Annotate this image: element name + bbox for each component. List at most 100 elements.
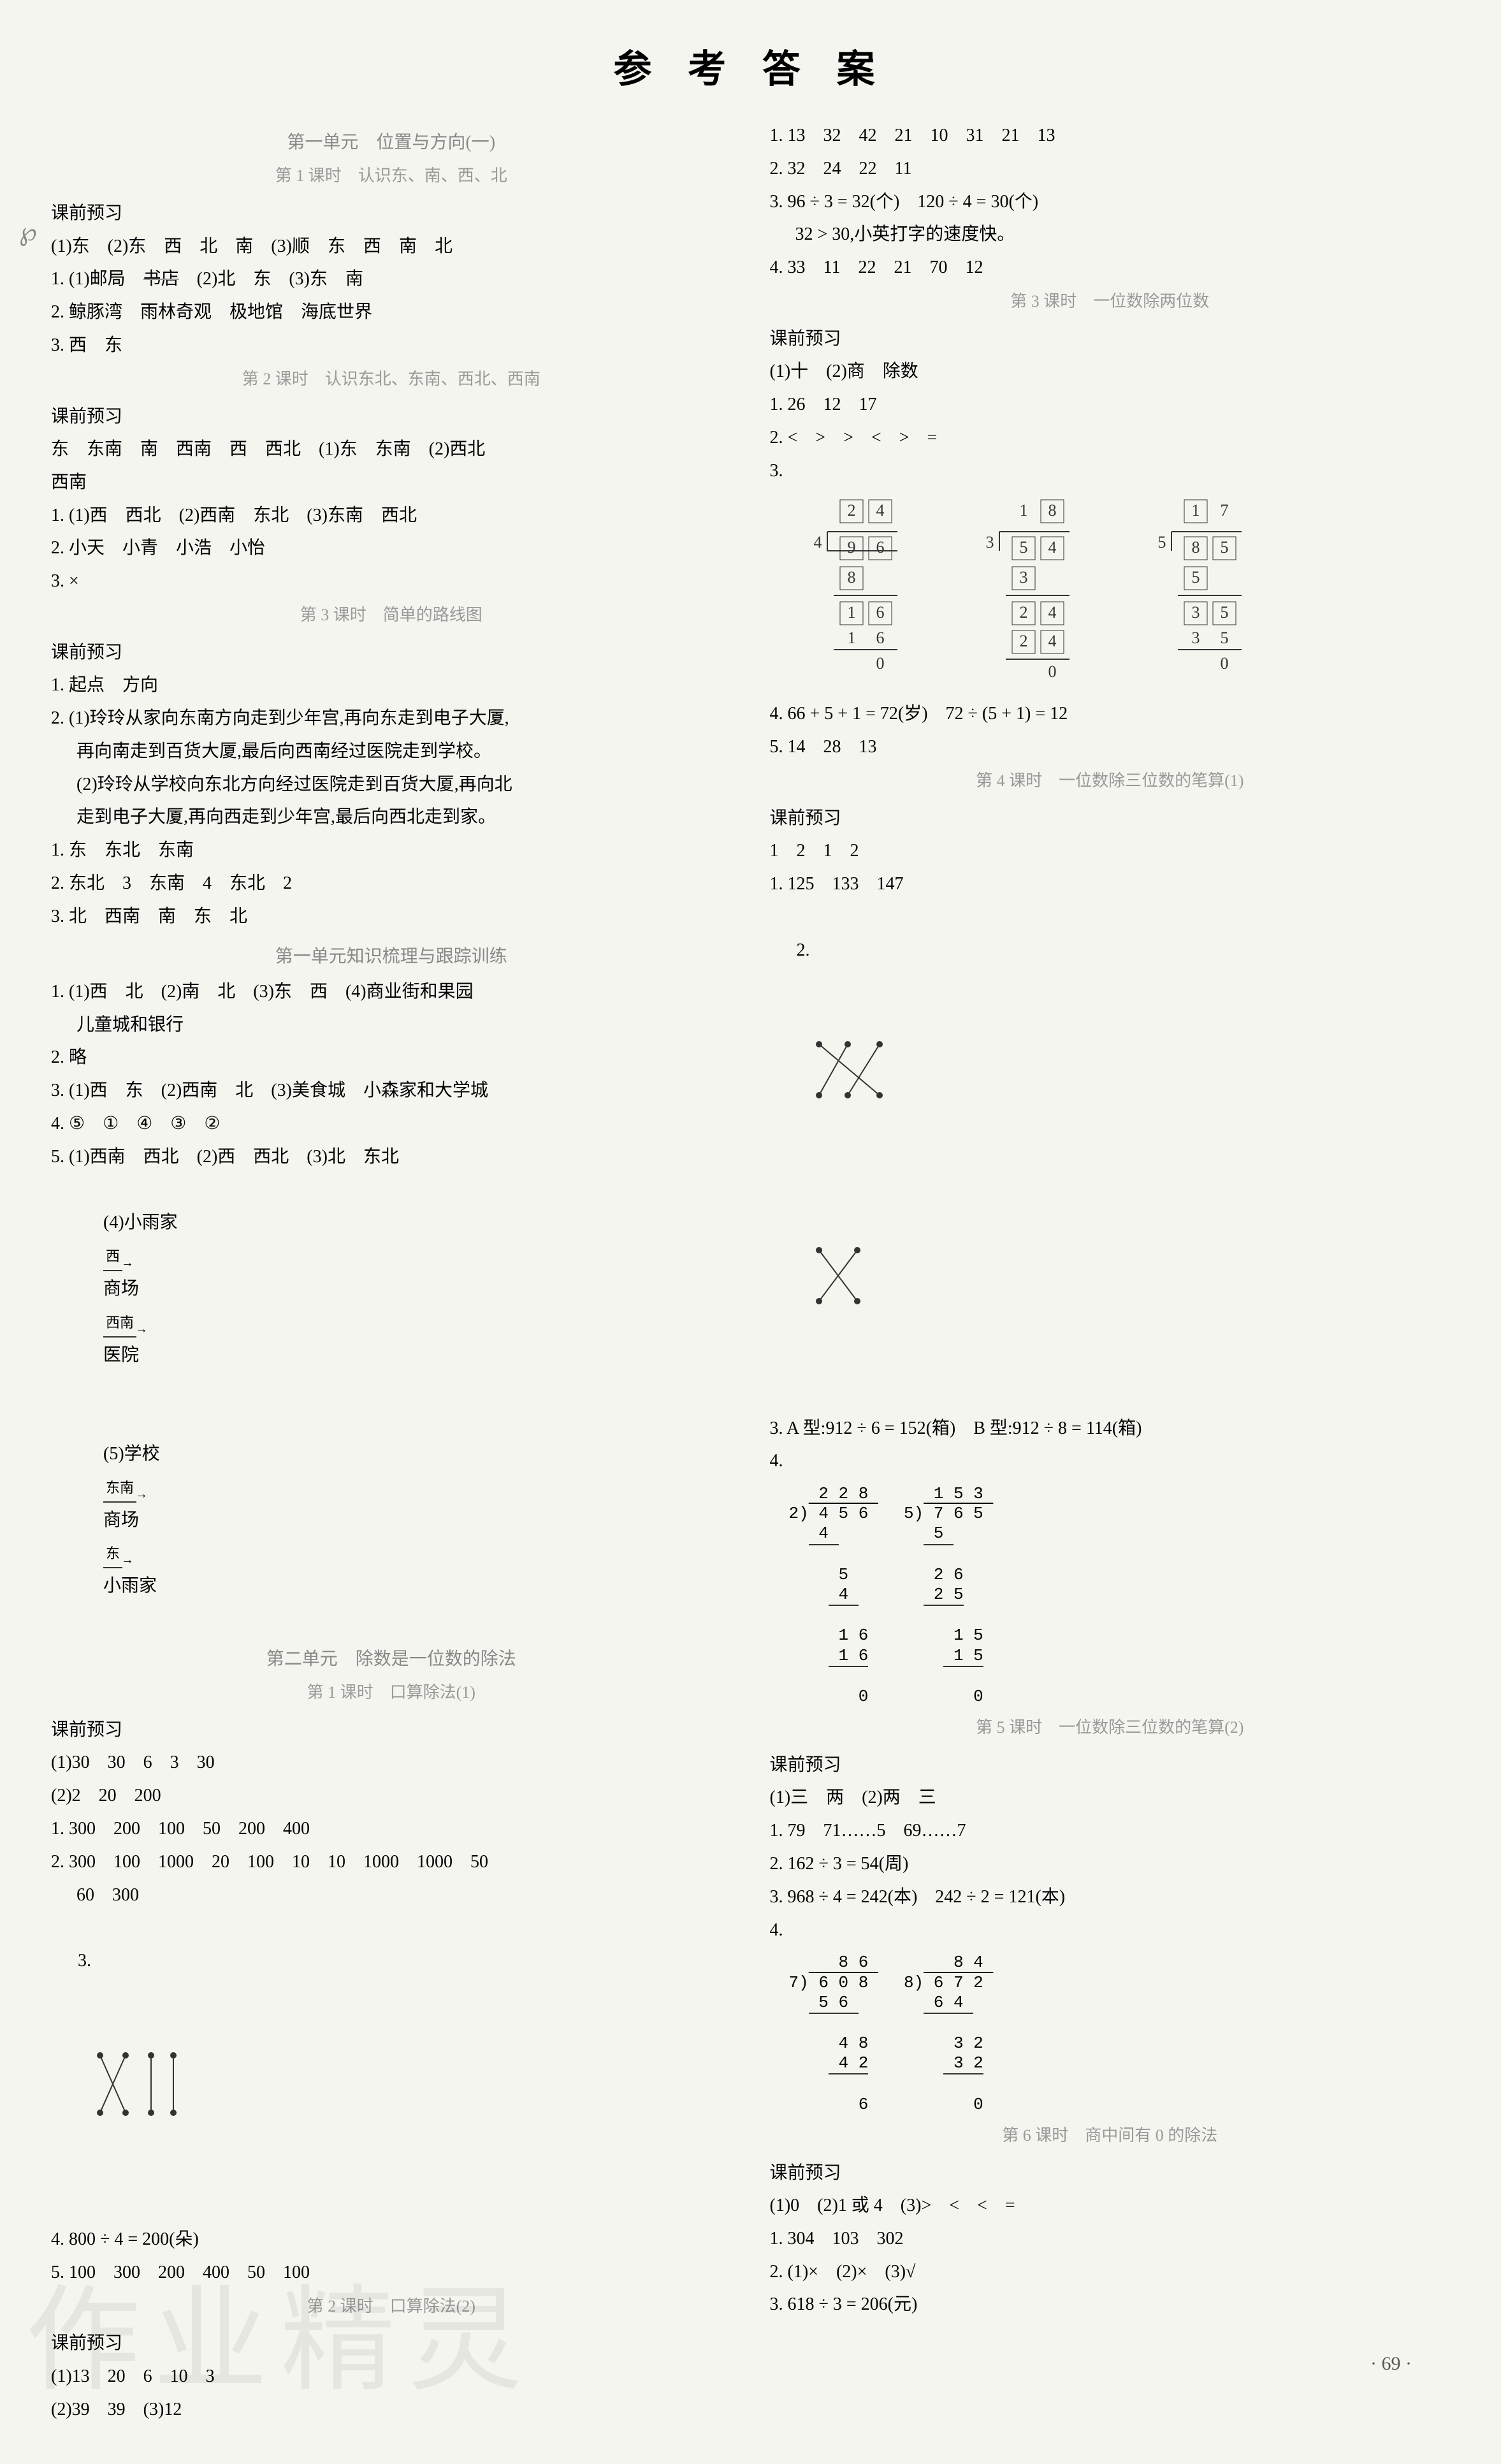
text-line: 2. 162 ÷ 3 = 54(周) [770,1848,1451,1881]
text-line: 4. 33 11 22 21 70 12 [770,251,1451,284]
text-line: 3. 968 ÷ 4 = 242(本) 242 ÷ 2 = 121(本) [770,1881,1451,1914]
text-line: 2. 300 100 1000 20 100 10 10 1000 1000 5… [51,1846,732,1879]
u2-lesson1-title: 第 1 课时 口算除法(1) [51,1678,732,1708]
text-line: 3. 北 西南 南 东 北 [51,900,732,933]
matching-diagram [809,972,892,1167]
svg-text:7: 7 [1220,501,1228,520]
svg-text:5: 5 [1220,603,1228,622]
text-line: 2. 东北 3 东南 4 东北 2 [51,867,732,900]
svg-text:4: 4 [1048,603,1056,622]
struck-text: 书店 [143,269,179,289]
text-line: 1. (1)西 西北 (2)西南 东北 (3)东南 西北 [51,499,732,532]
text-line: (2)39 39 (3)12 [51,2393,732,2426]
text-line: 3. [770,455,1451,488]
text-line: 东 东南 南 西南 西 西北 (1)东 东南 (2)西北 [51,433,732,466]
svg-text:4: 4 [1048,632,1056,650]
preview-label: 课前预习 [51,1714,732,1746]
text-line: (1)三 两 (2)两 三 [770,1781,1451,1814]
page-number: · 69 · [1370,2353,1412,2375]
svg-text:0: 0 [1220,654,1228,673]
text-line: 1. 125 133 147 [770,868,1451,901]
text-line: (1)30 30 6 3 30 [51,1746,732,1779]
box-division: 2 4 4 9 6 8 1 6 16 0 [795,493,923,685]
text-line: 2. 小天 小青 小浩 小怡 [51,532,732,565]
text-line: 2. 略 [51,1041,732,1074]
text-line: 4. ⑤ ① ④ ③ ② [51,1107,732,1141]
matching-diagram [809,1178,867,1374]
text-line: (1)13 20 6 10 3 [51,2360,732,2393]
text-line: 1. 13 32 42 21 10 31 21 13 [770,119,1451,152]
box-division-row: 2 4 4 9 6 8 1 6 16 0 [795,493,1451,685]
text-line: 1. (1)邮局 书店 (2)北 东 (3)东 南 [51,263,732,296]
text-line: 5. (1)西南 西北 (2)西 西北 (3)北 东北 [51,1141,732,1174]
text-line: 1. (1)西 北 (2)南 北 (3)东 西 (4)商业街和果园 [51,975,732,1009]
svg-text:2: 2 [847,501,855,520]
text-line: 2. 32 24 22 11 [770,152,1451,186]
box-division: 1 8 3 5 4 3 2 4 2 4 0 [968,493,1095,685]
text-line: 4. [770,1914,1451,1947]
text-line: (2)2 20 200 [51,1779,732,1812]
u2-lesson5-title: 第 5 课时 一位数除三位数的笔算(2) [770,1713,1451,1743]
text-line: 5. 14 28 13 [770,731,1451,764]
svg-text:5: 5 [1019,538,1027,557]
text-line: 3. [51,1911,732,2223]
svg-text:3: 3 [1191,629,1200,647]
text-line: 1 2 1 2 [770,835,1451,868]
text-line: 4. [770,1445,1451,1478]
preview-label: 课前预习 [770,2157,1451,2189]
direction-label: 东 [103,1541,122,1568]
text-line: 3. 96 ÷ 3 = 32(个) 120 ÷ 4 = 30(个) [770,186,1451,219]
svg-text:8: 8 [1048,501,1056,520]
text-line: (1)东 (2)东 西 北 南 (3)顺 东 西 南 北 [51,230,732,263]
lesson2-title: 第 2 课时 认识东北、东南、西北、西南 [51,365,732,395]
svg-text:3: 3 [1019,568,1027,587]
text-line: 1. 304 103 302 [770,2222,1451,2256]
text-line: 走到电子大厦,再向西走到少年宫,最后向西北走到家。 [51,801,732,834]
text-line: 4. 800 ÷ 4 = 200(朵) [51,2223,732,2256]
long-division: 1 5 3 5) 7 6 5 5 2 6 2 5 1 5 1 5 0 [904,1484,993,1707]
long-division: 2 2 8 2) 4 5 6 4 5 4 1 6 1 6 0 [789,1484,878,1707]
svg-text:5: 5 [1220,538,1228,557]
long-division: 8 6 7) 6 0 8 5 6 4 8 4 2 6 [789,1953,878,2115]
preview-label: 课前预习 [770,323,1451,355]
lesson3-title: 第 3 课时 简单的路线图 [51,601,732,631]
direction-label: 西南 [103,1310,136,1338]
svg-text:1: 1 [1191,501,1200,520]
text-line: 3. × [51,565,732,598]
left-column: 第一单元 位置与方向(一) 第 1 课时 认识东、南、西、北 课前预习 (1)东… [51,119,732,2426]
preview-label: 课前预习 [770,1749,1451,1781]
arrow-route: (5)学校 东南 商场 东 小雨家 [51,1404,732,1636]
box-division: 1 7 5 8 5 5 3 5 35 0 [1140,493,1267,685]
svg-text:0: 0 [1048,662,1056,681]
svg-text:4: 4 [1048,538,1056,557]
matching-diagram [91,1983,180,2185]
svg-text:5: 5 [1157,533,1166,551]
svg-text:5: 5 [1191,568,1200,587]
text-line: 1. 300 200 100 50 200 400 [51,1812,732,1846]
right-column: 1. 13 32 42 21 10 31 21 13 2. 32 24 22 1… [770,119,1451,2426]
longdiv-row: 2 2 8 2) 4 5 6 4 5 4 1 6 1 6 0 1 [789,1484,1451,1707]
text-line: 3. 西 东 [51,329,732,362]
u2-lesson3-title: 第 3 课时 一位数除两位数 [770,287,1451,317]
preview-label: 课前预习 [770,803,1451,835]
u2-lesson6-title: 第 6 课时 商中间有 0 的除法 [770,2121,1451,2151]
svg-text:1: 1 [1019,501,1027,520]
preview-label: 课前预习 [51,2328,732,2359]
u2-lesson4-title: 第 4 课时 一位数除三位数的笔算(1) [770,766,1451,796]
svg-text:2: 2 [1019,603,1027,622]
text-line: 3. (1)西 东 (2)西南 北 (3)美食城 小森家和大学城 [51,1074,732,1107]
text-line: 60 300 [51,1879,732,1912]
svg-text:4: 4 [876,501,884,520]
svg-text:3: 3 [985,533,994,551]
page-title: 参 考 答 案 [51,38,1450,94]
text-line: 再向南走到百货大厦,最后向西南经过医院走到学校。 [51,735,732,768]
u2-lesson2-title: 第 2 课时 口算除法(2) [51,2292,732,2322]
svg-text:8: 8 [1191,538,1200,557]
preview-label: 课前预习 [51,198,732,230]
text-line: 2. (1)× (2)× (3)√ [770,2256,1451,2289]
svg-text:9: 9 [847,538,855,557]
direction-label: 东南 [103,1475,136,1503]
text-line: (1)十 (2)商 除数 [770,355,1451,388]
unit1-review-title: 第一单元知识梳理与跟踪训练 [51,941,732,973]
text-line: 1. 起点 方向 [51,669,732,702]
